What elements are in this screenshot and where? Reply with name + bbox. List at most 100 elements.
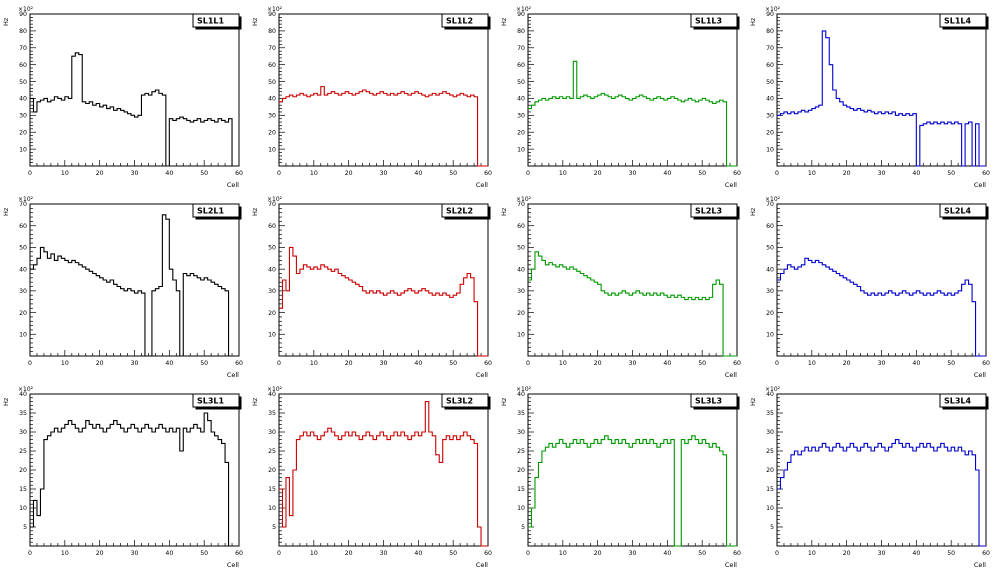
plot-frame: [278, 393, 489, 547]
x-tick-label: 10: [808, 360, 816, 367]
y-tick-label: 10: [19, 146, 27, 153]
x-tick-label: 0: [28, 170, 32, 177]
y-tick-label: 60: [19, 62, 27, 69]
histogram-pad-sl1l2: 0 10 20 30 40 50 60 10 20 30 40 50 60 70 80 90 Hz ×10² Cel…: [249, 0, 498, 190]
histogram-pad-sl1l4: 0 10 20 30 40 50 60 10 20 30 40 50 60 70 80 90 Hz ×10² Cel…: [747, 0, 996, 190]
y-tick-label: 20: [766, 310, 774, 317]
histogram-line: [279, 246, 488, 357]
histogram-sl3l3: 0 10 20 30 40 50 60 5 10 15 20 25 30 35 40 Hz ×10² Cell SL…: [500, 386, 741, 569]
y-tick-label: 25: [517, 448, 525, 455]
y-tick-label: 30: [19, 288, 27, 295]
plot-frame: [278, 13, 489, 167]
x-tick-label: 60: [982, 550, 990, 557]
y-axis-exponent: ×10²: [765, 6, 781, 13]
x-tick-label: 30: [878, 170, 886, 177]
y-tick-label: 40: [766, 266, 774, 273]
y-tick-label: 60: [268, 223, 276, 230]
y-tick-label: 40: [19, 391, 27, 398]
y-axis-exponent: ×10²: [765, 196, 781, 203]
y-tick-label: 10: [517, 331, 525, 338]
panel-title-box: [690, 203, 738, 218]
y-tick-label: 40: [268, 391, 276, 398]
y-tick-label: 20: [766, 467, 774, 474]
y-tick-label: 25: [766, 448, 774, 455]
y-tick-label: 40: [268, 96, 276, 103]
x-tick-label: 10: [61, 360, 69, 367]
x-tick-label: 60: [982, 360, 990, 367]
y-tick-label: 50: [517, 79, 525, 86]
x-tick-label: 50: [698, 170, 706, 177]
panel-title-box: [192, 13, 240, 28]
x-axis-title: Cell: [476, 371, 488, 379]
panel-title-box: [441, 393, 489, 408]
y-tick-label: 20: [19, 467, 27, 474]
y-tick-label: 60: [766, 223, 774, 230]
x-tick-label: 0: [775, 360, 779, 367]
y-tick-label: 30: [268, 288, 276, 295]
plot-frame: [527, 203, 738, 357]
y-tick-label: 30: [19, 429, 27, 436]
x-tick-label: 30: [629, 360, 637, 367]
y-tick-label: 30: [268, 429, 276, 436]
x-tick-label: 50: [698, 360, 706, 367]
x-tick-label: 0: [526, 170, 530, 177]
x-tick-label: 50: [947, 360, 955, 367]
panel-title: SL3L2: [446, 397, 473, 406]
y-tick-label: 35: [268, 410, 276, 417]
x-tick-label: 60: [484, 170, 492, 177]
y-tick-label: 15: [19, 486, 27, 493]
x-tick-label: 40: [912, 360, 920, 367]
y-axis-exponent: ×10²: [516, 386, 532, 393]
y-tick-label: 10: [19, 505, 27, 512]
y-tick-label: 60: [517, 62, 525, 69]
x-tick-label: 20: [96, 360, 104, 367]
panel-title: SL3L3: [695, 397, 722, 406]
histogram-line: [279, 401, 488, 547]
histogram-pad-sl2l3: 0 10 20 30 40 50 60 10 20 30 40 50 60 70 Hz ×10² Cell SL2…: [498, 190, 747, 380]
y-tick-label: 70: [19, 45, 27, 52]
x-tick-label: 0: [277, 550, 281, 557]
x-tick-label: 20: [843, 170, 851, 177]
plot-frame: [776, 393, 987, 547]
y-tick-label: 20: [19, 310, 27, 317]
histogram-sl3l1: 0 10 20 30 40 50 60 5 10 15 20 25 30 35 40 Hz ×10² Cell SL…: [2, 386, 243, 569]
y-tick-label: 10: [268, 331, 276, 338]
x-tick-label: 30: [629, 550, 637, 557]
x-tick-label: 10: [310, 360, 318, 367]
y-tick-label: 20: [517, 129, 525, 136]
y-axis-exponent: ×10²: [267, 196, 283, 203]
y-tick-label: 5: [272, 524, 276, 531]
x-tick-label: 10: [559, 550, 567, 557]
y-axis-exponent: ×10²: [18, 386, 34, 393]
x-tick-label: 10: [808, 550, 816, 557]
y-tick-label: 50: [766, 79, 774, 86]
y-tick-label: 20: [19, 129, 27, 136]
x-tick-label: 40: [663, 360, 671, 367]
plot-frame: [776, 13, 987, 167]
y-tick-label: 60: [268, 62, 276, 69]
y-tick-label: 10: [268, 146, 276, 153]
histogram-pad-sl3l2: 0 10 20 30 40 50 60 5 10 15 20 25 30 35 40 Hz ×10² Cell SL…: [249, 380, 498, 570]
x-tick-label: 60: [733, 360, 741, 367]
x-tick-label: 60: [235, 170, 243, 177]
histogram-pad-sl2l1: 0 10 20 30 40 50 60 10 20 30 40 50 60 70 Hz ×10² Cell SL2…: [0, 190, 249, 380]
y-tick-label: 10: [517, 505, 525, 512]
x-tick-label: 0: [526, 360, 530, 367]
x-axis-title: Cell: [974, 181, 986, 189]
x-tick-label: 30: [131, 170, 139, 177]
histogram-line: [777, 30, 986, 167]
y-tick-label: 80: [268, 28, 276, 35]
y-tick-label: 35: [766, 410, 774, 417]
x-tick-label: 30: [131, 360, 139, 367]
x-tick-label: 20: [843, 360, 851, 367]
x-axis-title: Cell: [725, 371, 737, 379]
panel-title: SL1L1: [197, 17, 225, 26]
y-axis-title: Hz: [2, 17, 10, 26]
x-tick-label: 50: [449, 550, 457, 557]
y-tick-label: 15: [766, 486, 774, 493]
y-axis-title: Hz: [749, 17, 757, 26]
x-tick-label: 10: [310, 550, 318, 557]
y-tick-label: 90: [766, 11, 774, 18]
x-tick-label: 10: [559, 170, 567, 177]
